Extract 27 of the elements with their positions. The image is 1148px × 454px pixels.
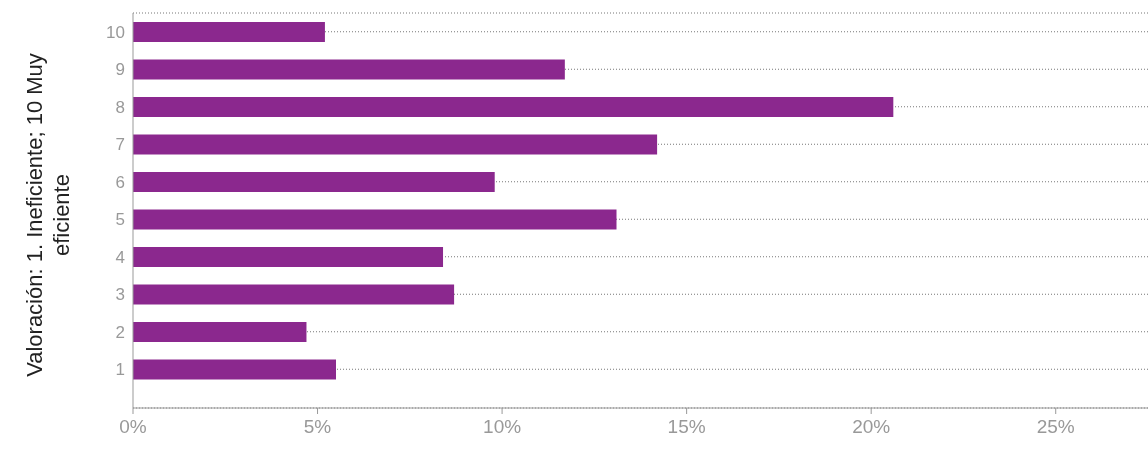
bar (133, 284, 455, 305)
x-tick-label: 25% (1036, 416, 1075, 438)
y-tick-label: 4 (115, 247, 125, 267)
x-tick-label: 20% (852, 416, 891, 438)
y-tick-label: 10 (106, 22, 125, 42)
bar (133, 247, 444, 267)
bar (133, 359, 336, 380)
y-tick-label: 6 (115, 172, 125, 192)
bar (133, 22, 325, 42)
bar (133, 172, 495, 192)
x-tick-label: 0% (119, 416, 147, 438)
bar (133, 322, 307, 342)
y-tick-label: 2 (115, 322, 125, 342)
bar (133, 134, 658, 155)
y-tick-label: 1 (115, 360, 125, 380)
x-tick-label: 5% (303, 416, 332, 438)
y-tick-label: 5 (115, 210, 125, 230)
y-tick-label: 8 (115, 97, 125, 117)
bar (133, 209, 617, 230)
bar (133, 59, 565, 80)
y-tick-label: 3 (115, 285, 125, 305)
y-axis-title: Valoración: 1. Ineficiente; 10 Muy eficiente (21, 52, 75, 379)
y-tick-label: 7 (115, 135, 125, 155)
x-tick-label: 10% (483, 416, 522, 438)
x-tick-label: 15% (667, 416, 706, 438)
bar (133, 97, 894, 117)
y-tick-label: 9 (115, 60, 125, 80)
